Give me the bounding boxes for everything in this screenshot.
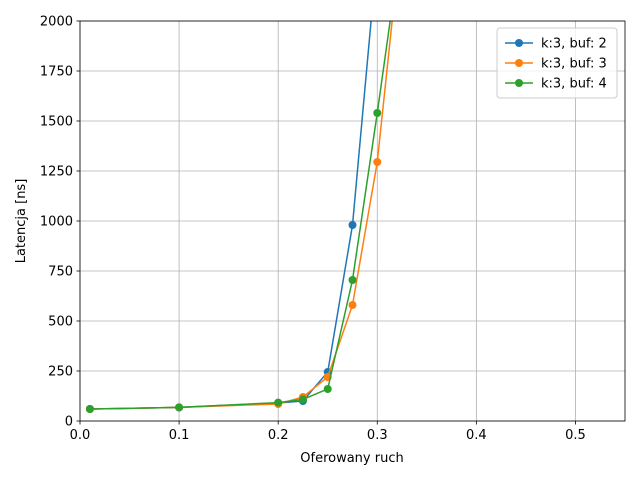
marker: [373, 109, 382, 117]
legend-label: k:3, buf: 4: [541, 77, 607, 92]
y-tick-label: 250: [48, 365, 73, 380]
marker: [373, 158, 382, 166]
legend-marker: [515, 39, 523, 47]
legend-label: k:3, buf: 2: [541, 37, 607, 52]
y-tick-label: 1750: [40, 65, 73, 80]
marker: [323, 385, 332, 393]
legend-label: k:3, buf: 3: [541, 57, 607, 72]
marker: [274, 398, 283, 407]
marker: [348, 221, 357, 229]
marker: [85, 405, 94, 413]
y-tick-label: 1250: [40, 165, 73, 180]
series-line: [89, 21, 391, 410]
x-tick-label: 0.4: [466, 428, 487, 443]
marker: [298, 395, 307, 404]
y-axis-label: Latencja [ns]: [14, 179, 29, 264]
marker: [175, 403, 184, 412]
y-tick-label: 750: [48, 265, 73, 280]
y-tick-label: 2000: [40, 15, 73, 30]
x-tick-label: 0.3: [367, 428, 388, 443]
legend-marker: [515, 79, 523, 87]
y-tick-label: 500: [48, 315, 73, 330]
x-tick-label: 0.2: [268, 428, 289, 443]
legend-box: [496, 27, 618, 99]
legend: k:3, buf: 2 k:3, buf: 3 k:3, buf: 4: [496, 27, 618, 99]
marker: [348, 301, 357, 309]
x-tick-label: 0.1: [169, 428, 190, 443]
x-axis-label: Oferowany ruch: [300, 451, 403, 466]
axes-frame: [79, 20, 626, 422]
y-tick-label: 1500: [40, 115, 73, 130]
y-tick-label: 1000: [40, 215, 73, 230]
x-tick-label: 0.0: [70, 428, 91, 443]
marker: [348, 276, 357, 284]
plot-area: [85, 21, 393, 413]
x-tick-label: 0.5: [565, 428, 586, 443]
legend-marker: [515, 59, 523, 67]
y-tick-label: 0: [65, 415, 73, 430]
